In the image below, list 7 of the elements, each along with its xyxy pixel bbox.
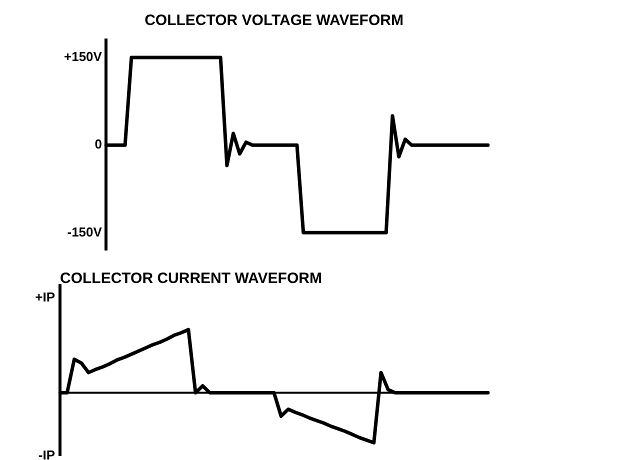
y-tick-label: 0 <box>94 136 102 152</box>
y-tick-label: +150V <box>64 49 102 64</box>
text: +IP <box>35 290 56 305</box>
y-tick-label: -150V <box>67 224 102 240</box>
text: -IP <box>38 448 56 460</box>
chart-title: COLLECTOR VOLTAGE WAVEFORM <box>144 12 404 30</box>
chart-title: COLLECTOR CURRENT WAVEFORM <box>60 270 322 288</box>
